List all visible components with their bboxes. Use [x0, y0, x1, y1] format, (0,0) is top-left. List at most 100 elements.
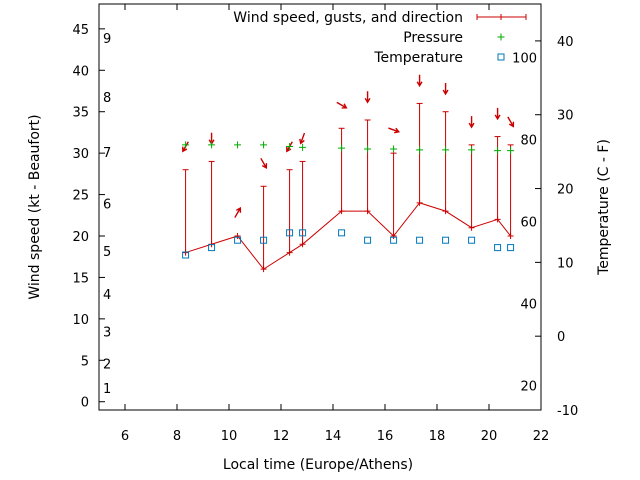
pressure-point: [208, 141, 216, 149]
plot-frame: [98, 3, 542, 411]
wind-speed-point: [234, 233, 241, 239]
wind-speed-point: [390, 233, 397, 239]
wind-speed-point: [364, 208, 371, 215]
beaufort-tick-label: 3: [103, 326, 111, 341]
y-tick-label: 45: [72, 23, 89, 38]
y2-tick-label: 10: [557, 256, 574, 271]
temperature-point: [286, 229, 294, 237]
pressure-point: [468, 146, 476, 154]
temperature-point: [468, 236, 476, 244]
y-tick-label: 25: [72, 189, 89, 204]
wind-direction-arrow: [442, 83, 449, 96]
wind-speed-line: [185, 202, 511, 270]
y-tick-label: 5: [81, 354, 89, 369]
chart-marks: [182, 74, 515, 273]
legend-wind-point: [498, 14, 504, 20]
wind-speed-point: [494, 216, 501, 223]
legend-temperature-marker: [497, 53, 505, 61]
x-tick-label: 16: [377, 429, 394, 444]
wind-speed-point: [299, 241, 306, 248]
wind-direction-arrow: [468, 116, 475, 129]
y2-tick-label: -10: [557, 404, 578, 419]
x-axis-title: Local time (Europe/Athens): [223, 457, 413, 473]
y-tick-label: 10: [72, 313, 89, 328]
pressure-point: [416, 146, 424, 154]
y-tick-label: 20: [72, 230, 89, 245]
fahrenheit-tick-label: 60: [520, 215, 537, 230]
pressure-point: [338, 144, 346, 152]
pressure-point: [507, 147, 515, 155]
temperature-point: [182, 251, 190, 259]
y2-axis-title: Temperature (C - F): [596, 139, 612, 276]
legend-pressure-marker: [497, 33, 505, 41]
beaufort-tick-label: 8: [103, 91, 111, 106]
wind-speed-point: [468, 224, 475, 231]
y2-tick-label: 20: [557, 183, 574, 198]
wind-direction-arrow: [416, 74, 423, 88]
fahrenheit-tick-label: 80: [520, 133, 537, 148]
wind-speed-point: [260, 266, 267, 273]
y2-tick-label: 0: [557, 330, 565, 345]
beaufort-tick-label: 2: [103, 358, 111, 373]
temperature-point: [442, 236, 450, 244]
x-tick-label: 10: [221, 429, 238, 444]
temperature-point: [364, 236, 372, 244]
y-axis-title: Wind speed (kt - Beaufort): [27, 114, 43, 299]
y-tick-label: 40: [72, 64, 89, 79]
x-tick-label: 6: [121, 429, 129, 444]
temperature-point: [507, 244, 515, 252]
axis-ticks: 6 8 10 12 14 16 18 20 22051015202530354045123456…: [72, 4, 578, 444]
temperature-point: [338, 229, 346, 237]
beaufort-tick-label: 6: [103, 198, 111, 213]
temperature-point: [390, 236, 398, 244]
y2-tick-label: 40: [557, 35, 574, 50]
x-tick-label: 22: [533, 429, 550, 444]
y-tick-label: 30: [72, 147, 89, 162]
beaufort-tick-label: 9: [103, 32, 111, 47]
y-tick-label: 0: [81, 396, 89, 411]
wind-direction-arrow: [234, 206, 242, 218]
pressure-point: [299, 143, 307, 151]
y2-tick-label: 30: [557, 109, 574, 124]
y-tick-label: 15: [72, 271, 89, 286]
x-tick-label: 20: [481, 429, 498, 444]
wind-speed-point: [182, 249, 189, 256]
legend-temperature-label: Temperature: [373, 50, 463, 66]
wind-direction-arrow: [299, 132, 306, 145]
wind-speed-point: [338, 208, 345, 215]
pressure-point: [390, 145, 398, 153]
pressure-point: [494, 147, 502, 155]
pressure-point: [234, 141, 242, 149]
pressure-point: [260, 141, 268, 149]
fahrenheit-tick-label: 20: [520, 379, 537, 394]
wind-speed-point: [507, 233, 514, 239]
wind-direction-arrow: [388, 127, 401, 134]
pressure-point: [182, 141, 190, 149]
temperature-point: [416, 236, 424, 244]
pressure-point: [286, 143, 294, 151]
x-tick-label: 12: [273, 429, 290, 444]
legend: Wind speed, gusts, and direction Pressure…: [233, 10, 527, 66]
legend-pressure-label: Pressure: [403, 30, 463, 46]
temperature-point: [494, 244, 502, 252]
wind-direction-arrow: [364, 91, 371, 104]
x-tick-label: 18: [429, 429, 446, 444]
wind-direction-arrow: [336, 101, 348, 109]
pressure-point: [364, 145, 372, 153]
x-tick-label: 8: [173, 429, 181, 444]
wind-direction-arrow: [507, 116, 515, 128]
wind-direction-arrow: [494, 107, 501, 121]
fahrenheit-tick-label: 100: [512, 51, 537, 66]
beaufort-tick-label: 7: [103, 146, 111, 161]
wind-direction-arrow: [260, 157, 268, 170]
legend-wind-label: Wind speed, gusts, and direction: [233, 10, 463, 26]
wind-speed-point: [442, 208, 449, 215]
beaufort-tick-label: 1: [103, 382, 111, 397]
wind-speed-point: [416, 199, 423, 206]
temperature-point: [260, 236, 268, 244]
fahrenheit-tick-label: 40: [520, 297, 537, 312]
wind-speed-point: [286, 249, 293, 256]
temperature-point: [208, 244, 216, 252]
temperature-point: [299, 229, 307, 237]
